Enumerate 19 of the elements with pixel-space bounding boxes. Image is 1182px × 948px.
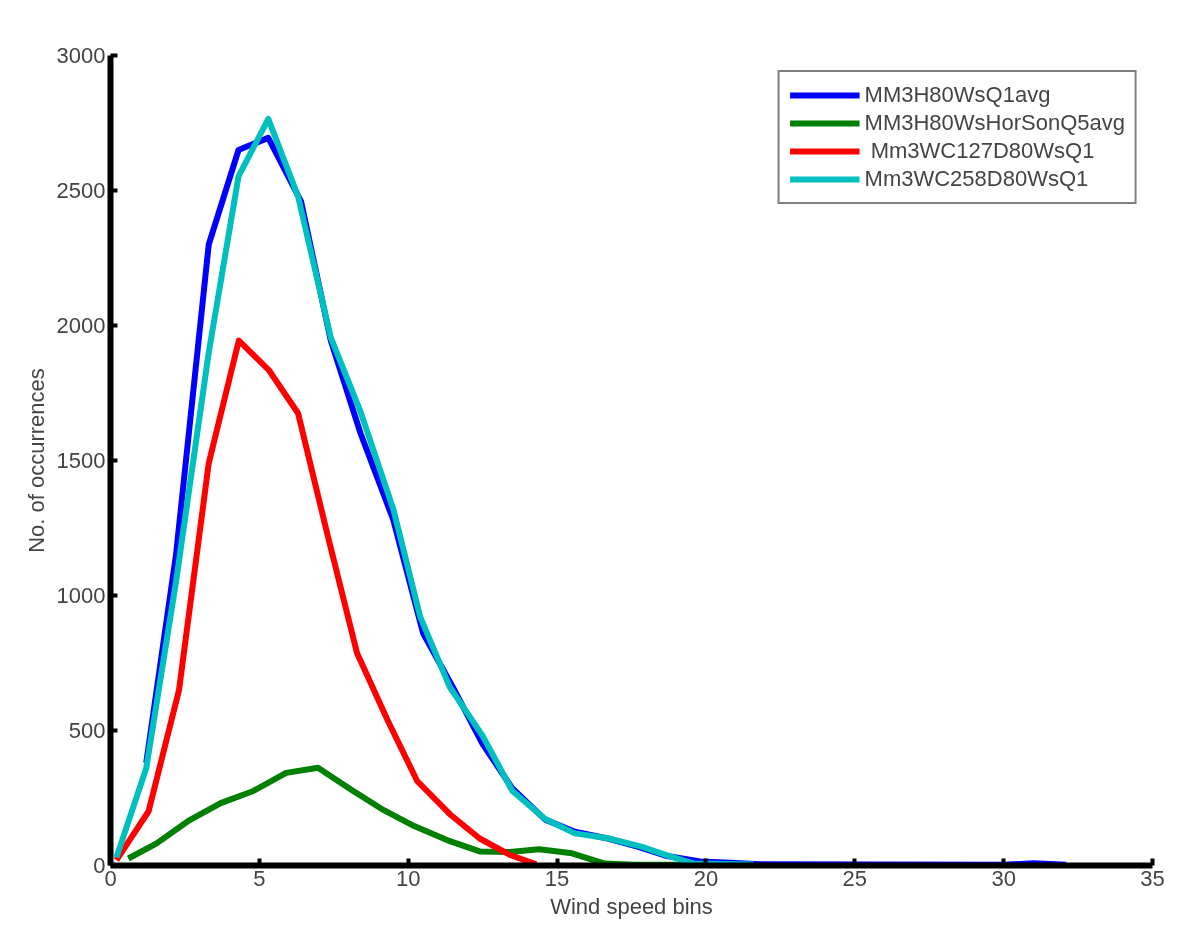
x-tick-label: 35 (1140, 865, 1165, 891)
y-tick-label: 3000 (56, 43, 106, 68)
y-tick-label: 2000 (56, 313, 106, 338)
x-tick-label: 30 (991, 865, 1016, 891)
x-axis-title: Wind speed bins (550, 893, 713, 919)
x-tick-label: 10 (395, 865, 421, 891)
x-tick-label: 20 (693, 865, 719, 891)
legend-label: MM3H80WsQ1avg (864, 82, 1051, 108)
x-tick-label: 15 (544, 865, 570, 891)
y-tick-label: 1500 (56, 448, 106, 473)
y-tick-label: 500 (68, 718, 106, 743)
x-tick-label: 25 (842, 865, 868, 891)
y-tick-label: 1000 (56, 583, 106, 608)
y-axis-title: No. of occurrences (23, 368, 49, 553)
x-tick-label: 5 (253, 865, 266, 891)
legend-label: MM3H80WsHorSonQ5avg (864, 110, 1125, 136)
y-tick-label: 2500 (56, 178, 106, 203)
legend-label: Mm3WC127D80WsQ1 (869, 138, 1095, 164)
legend-label: Mm3WC258D80WsQ1 (864, 166, 1089, 192)
